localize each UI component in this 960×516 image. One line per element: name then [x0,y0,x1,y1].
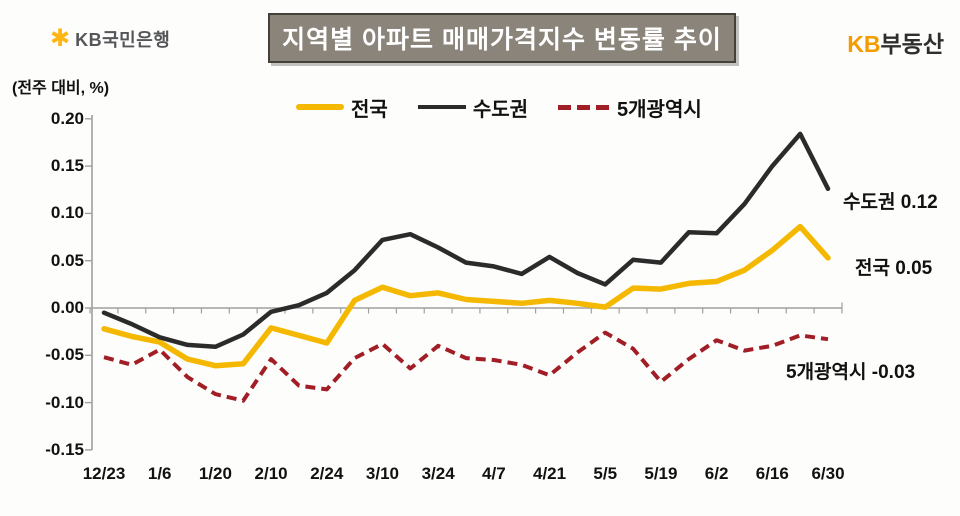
y-axis-label: -0.15 [45,439,84,459]
y-axis-label: 0.20 [50,108,84,128]
x-axis-label: 1/20 [198,464,232,483]
x-axis-label: 2/10 [254,464,288,483]
series-line-five-metro [103,330,829,403]
y-axis-label: -0.10 [45,392,84,412]
unit-note: (전주 대비, %) [12,80,110,97]
x-axis-label: 5/19 [644,464,678,483]
x-axis-label: 5/5 [593,464,618,483]
y-axis-label: 0.10 [50,203,84,223]
end-label-five-metro: 5개광역시 -0.03 [786,362,916,383]
kb-star-icon: ✱ [50,25,71,52]
legend-label-nationwide: 전국 [351,98,388,121]
y-axis-label: 0.15 [50,156,84,176]
x-axis-label: 4/21 [532,464,567,483]
x-axis-label: 3/10 [365,464,399,483]
legend-swatch-five-metro [558,104,611,110]
legend-item-capital-area: 수도권 [417,93,529,122]
legend-item-nationwide: 전국 [296,93,388,122]
brand-kb-text: KB [847,31,881,57]
x-axis-label: 2/24 [310,464,344,483]
legend-swatch-nationwide [296,104,344,110]
chart-title: 지역별 아파트 매매가격지수 변동률 추이 [282,26,722,54]
brand-rest-text: 부동산 [880,31,944,57]
kb-bank-logo: ✱ KB국민은행 [50,26,170,52]
x-axis-label: 6/16 [755,464,789,483]
x-axis-label: 4/7 [482,464,506,483]
x-axis-label: 6/30 [811,464,845,483]
x-axis-label: 12/23 [82,464,126,483]
y-axis-label: -0.05 [45,345,84,365]
legend-item-five-metro: 5개광역시 [558,93,702,122]
series-line-nationwide [101,223,831,369]
y-axis-label: 0.00 [50,298,84,317]
legend-swatch-capital-area [417,105,466,109]
chart-title-box: 지역별 아파트 매매가격지수 변동률 추이 [268,13,736,63]
kb-realestate-brand: KB부동산 [847,25,944,59]
x-axis-label: 6/2 [704,464,729,483]
x-axis-label: 1/6 [147,464,172,483]
legend-label-five-metro: 5개광역시 [617,98,702,121]
legend-label-capital-area: 수도권 [472,98,529,121]
end-label-capital-area: 수도권 0.12 [843,192,938,213]
kb-bank-logo-text: KB국민은행 [75,30,171,50]
x-axis-label: 3/24 [421,464,455,483]
legend: 전국 수도권 5개광역시 [296,93,702,122]
y-axis-label: 0.05 [50,250,84,270]
end-label-nationwide: 전국 0.05 [855,258,933,279]
series-line-capital-area [101,131,831,350]
